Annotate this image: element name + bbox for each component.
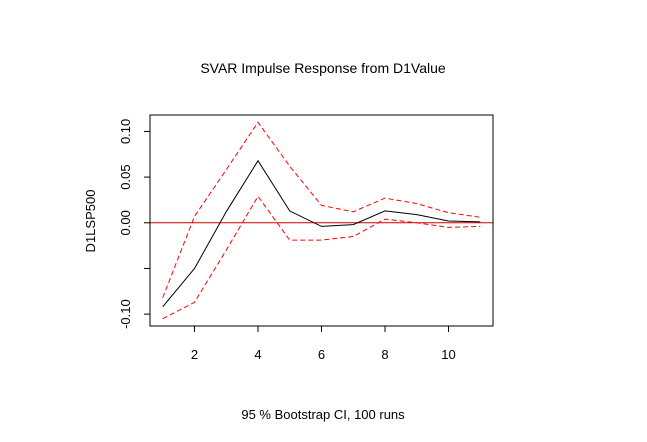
x-tick-label: 10 (441, 347, 455, 362)
y-tick-label: -0.10 (118, 299, 133, 329)
series-line-upper (162, 121, 481, 298)
series-layer (150, 121, 493, 320)
y-axis-label: D1LSP500 (83, 190, 98, 253)
y-tick-label: 0.00 (118, 210, 133, 235)
y-tick-label: 0.10 (118, 119, 133, 144)
x-tick-label: 2 (191, 347, 198, 362)
chart-title: SVAR Impulse Response from D1Value (200, 60, 446, 76)
x-tick-label: 6 (318, 347, 325, 362)
x-tick-label: 8 (381, 347, 388, 362)
series-line-lower (162, 195, 481, 320)
y-tick-label: 0.05 (118, 164, 133, 189)
x-axis: 2 4 6 8 10 (191, 326, 456, 362)
series-line-response (162, 159, 481, 308)
x-tick-label: 4 (254, 347, 261, 362)
y-axis: -0.10 0.00 0.05 0.10 (118, 119, 150, 329)
plot-frame (149, 114, 494, 327)
footer-caption: 95 % Bootstrap CI, 100 runs (241, 407, 405, 422)
